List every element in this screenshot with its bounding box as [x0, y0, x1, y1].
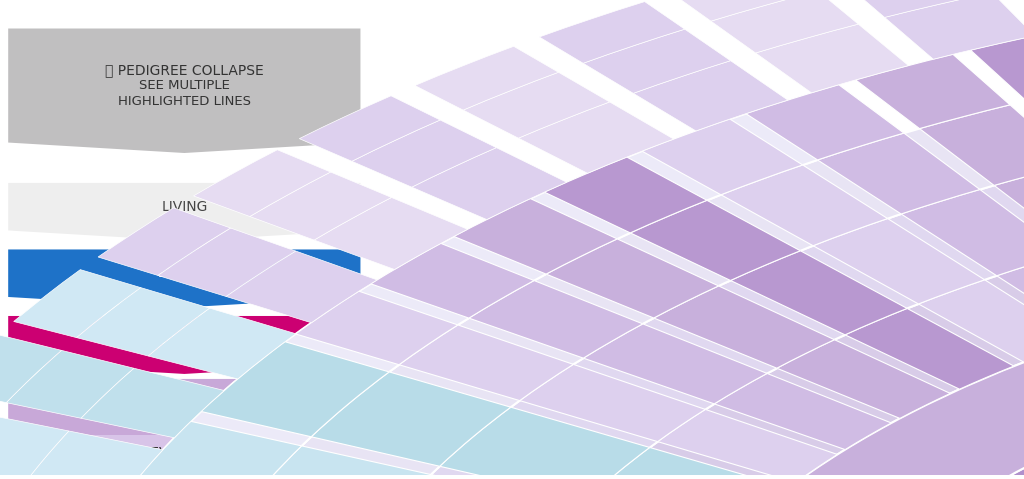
Text: HIGHLIGHTED LINES: HIGHLIGHTED LINES — [118, 95, 251, 108]
Wedge shape — [971, 28, 1024, 101]
Wedge shape — [158, 228, 296, 297]
Wedge shape — [846, 0, 992, 17]
Wedge shape — [0, 335, 61, 403]
Wedge shape — [715, 374, 891, 450]
Wedge shape — [885, 0, 1024, 59]
Wedge shape — [1020, 0, 1024, 30]
Wedge shape — [777, 340, 950, 418]
Polygon shape — [8, 183, 360, 241]
Wedge shape — [817, 133, 980, 214]
Wedge shape — [583, 29, 730, 93]
Text: LIVING: LIVING — [158, 266, 211, 280]
Wedge shape — [614, 240, 1024, 479]
Wedge shape — [711, 0, 858, 53]
Wedge shape — [6, 350, 134, 418]
Wedge shape — [148, 308, 296, 379]
Wedge shape — [518, 102, 674, 173]
Wedge shape — [454, 199, 617, 274]
Wedge shape — [226, 251, 377, 323]
Wedge shape — [98, 208, 230, 275]
Wedge shape — [587, 447, 788, 479]
Wedge shape — [451, 210, 1024, 479]
Wedge shape — [371, 243, 535, 318]
Wedge shape — [20, 85, 1024, 479]
Wedge shape — [399, 325, 573, 400]
Wedge shape — [642, 119, 803, 195]
Wedge shape — [463, 72, 609, 138]
Wedge shape — [412, 148, 566, 219]
Wedge shape — [994, 164, 1024, 251]
Wedge shape — [721, 165, 888, 246]
Wedge shape — [415, 46, 558, 110]
Wedge shape — [730, 251, 907, 335]
Wedge shape — [13, 270, 140, 338]
Wedge shape — [845, 308, 1014, 389]
Wedge shape — [584, 324, 767, 404]
Wedge shape — [756, 24, 908, 93]
Wedge shape — [672, 0, 818, 21]
Wedge shape — [314, 197, 468, 270]
Wedge shape — [250, 172, 391, 240]
Wedge shape — [540, 1, 685, 63]
Wedge shape — [352, 120, 497, 187]
Polygon shape — [8, 29, 360, 153]
Text: SEE MULTIPLE: SEE MULTIPLE — [139, 79, 229, 92]
Wedge shape — [653, 286, 835, 368]
Wedge shape — [25, 431, 163, 479]
Wedge shape — [778, 316, 1024, 479]
Polygon shape — [8, 379, 360, 444]
Wedge shape — [143, 120, 1024, 479]
Wedge shape — [996, 254, 1024, 338]
Wedge shape — [813, 218, 985, 304]
Wedge shape — [201, 342, 389, 437]
Polygon shape — [8, 435, 360, 479]
Wedge shape — [439, 407, 649, 479]
Wedge shape — [657, 410, 838, 479]
Wedge shape — [745, 85, 904, 160]
Wedge shape — [520, 365, 706, 442]
Wedge shape — [124, 422, 302, 479]
Wedge shape — [920, 105, 1024, 185]
Wedge shape — [311, 372, 511, 466]
Wedge shape — [81, 368, 224, 438]
Wedge shape — [375, 475, 579, 479]
Wedge shape — [299, 96, 440, 161]
Wedge shape — [287, 166, 1024, 479]
Text: AGNES EVELINE DUNLOP: AGNES EVELINE DUNLOP — [98, 446, 270, 460]
Wedge shape — [194, 150, 331, 217]
Wedge shape — [901, 190, 1024, 276]
Wedge shape — [545, 157, 707, 233]
Wedge shape — [856, 54, 1010, 128]
Text: LIVING: LIVING — [161, 200, 208, 214]
Text: 1904–1965: 1904–1965 — [152, 409, 217, 422]
Wedge shape — [469, 281, 643, 358]
Wedge shape — [919, 280, 1024, 362]
Text: 1873–1966: 1873–1966 — [152, 465, 217, 478]
Text: LIVING: LIVING — [158, 333, 211, 347]
Polygon shape — [8, 316, 360, 374]
Wedge shape — [546, 239, 719, 318]
Wedge shape — [77, 287, 210, 356]
Wedge shape — [240, 446, 431, 479]
Wedge shape — [631, 200, 801, 281]
Wedge shape — [296, 291, 458, 365]
Polygon shape — [8, 250, 360, 308]
Text: JOSEPH HILL: JOSEPH HILL — [141, 390, 227, 404]
Wedge shape — [0, 416, 69, 479]
Wedge shape — [633, 61, 787, 131]
Text: ⓘ PEDIGREE COLLAPSE: ⓘ PEDIGREE COLLAPSE — [104, 63, 264, 77]
